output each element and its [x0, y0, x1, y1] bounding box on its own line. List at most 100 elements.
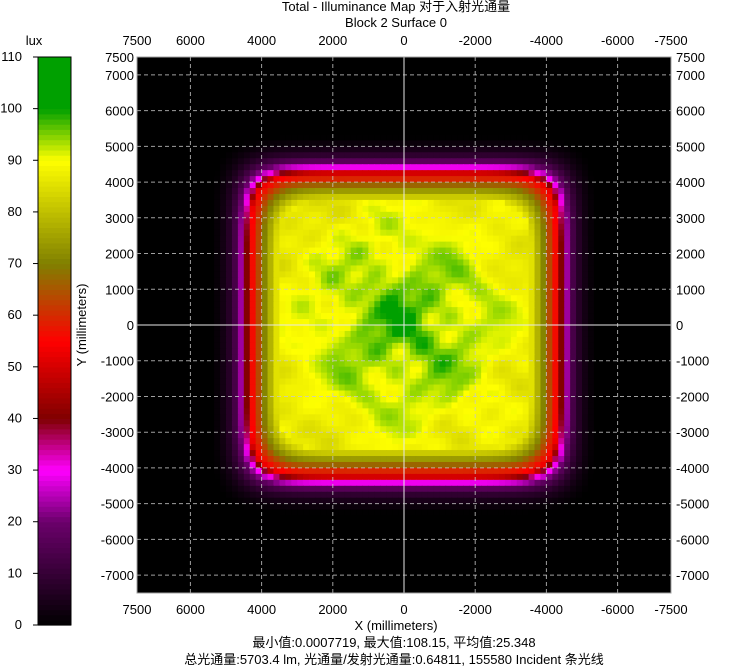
heatmap-cell	[415, 104, 423, 112]
heatmap-cell	[546, 170, 553, 177]
heatmap-cell	[249, 193, 257, 201]
heatmap-cell	[570, 170, 577, 177]
heatmap-cell	[267, 104, 275, 112]
heatmap-cell	[653, 259, 660, 267]
heatmap-cell	[184, 235, 191, 243]
heatmap-cell	[142, 295, 150, 302]
heatmap-cell	[564, 199, 571, 207]
heatmap-cell	[587, 259, 595, 267]
heatmap-cell	[267, 128, 275, 136]
heatmap-cell	[463, 176, 470, 183]
heatmap-cell	[528, 229, 536, 237]
heatmap-cell	[427, 342, 435, 350]
heatmap-cell	[261, 164, 269, 171]
heatmap-cell	[552, 336, 559, 344]
heatmap-cell	[326, 164, 334, 171]
heatmap-cell	[421, 342, 429, 350]
heatmap-cell	[540, 325, 547, 332]
heatmap-cell	[279, 247, 286, 255]
heatmap-cell	[273, 98, 280, 106]
heatmap-cell	[392, 366, 399, 374]
heatmap-cell	[445, 134, 453, 141]
heatmap-cell	[445, 80, 453, 88]
heatmap-cell	[647, 271, 654, 278]
heatmap-cell	[237, 360, 245, 368]
heatmap-cell	[510, 217, 518, 225]
heatmap-cell	[558, 241, 565, 249]
heatmap-cell	[196, 217, 203, 225]
heatmap-cell	[220, 307, 227, 314]
heatmap-cell	[552, 193, 559, 201]
heatmap-cell	[196, 68, 203, 76]
heatmap-cell	[208, 110, 215, 118]
heatmap-cell	[142, 57, 150, 64]
heatmap-cell	[528, 289, 536, 296]
heatmap-cell	[273, 211, 280, 219]
heatmap-cell	[338, 360, 346, 368]
heatmap-cell	[493, 62, 500, 70]
heatmap-cell	[362, 176, 369, 183]
colorbar-tick-label: 30	[8, 462, 22, 477]
colorbar-band	[38, 341, 71, 347]
heatmap-cell	[380, 80, 387, 88]
heatmap-cell	[546, 372, 553, 380]
heatmap-cell	[202, 62, 209, 70]
heatmap-cell	[653, 223, 660, 231]
heatmap-cell	[611, 372, 619, 380]
heatmap-cell	[498, 283, 506, 290]
heatmap-cell	[362, 188, 369, 195]
heatmap-cell	[255, 342, 263, 350]
heatmap-cell	[326, 283, 334, 290]
heatmap-cell	[415, 289, 423, 296]
heatmap-cell	[451, 199, 458, 207]
heatmap-cell	[421, 104, 429, 112]
colorbar-tick-label: 80	[8, 204, 22, 219]
heatmap-cell	[362, 134, 369, 141]
heatmap-cell	[469, 325, 476, 332]
heatmap-cell	[148, 348, 156, 356]
heatmap-cell	[623, 330, 631, 338]
heatmap-cell	[386, 366, 393, 374]
heatmap-cell	[647, 92, 654, 100]
heatmap-cell	[540, 313, 547, 320]
heatmap-cell	[344, 325, 352, 332]
heatmap-cell	[404, 74, 411, 82]
heatmap-cell	[166, 360, 174, 368]
heatmap-cell	[463, 152, 470, 159]
heatmap-cell	[570, 158, 577, 165]
heatmap-cell	[380, 372, 387, 380]
heatmap-cell	[285, 307, 292, 314]
heatmap-cell	[154, 217, 162, 225]
heatmap-cell	[587, 253, 595, 261]
heatmap-cell	[249, 140, 257, 147]
heatmap-cell	[332, 235, 340, 243]
heatmap-cell	[226, 80, 233, 88]
heatmap-cell	[427, 170, 435, 177]
heatmap-cell	[309, 319, 316, 326]
heatmap-cell	[237, 259, 245, 267]
heatmap-cell	[504, 104, 512, 112]
heatmap-cell	[368, 116, 375, 124]
heatmap-cell	[350, 235, 358, 243]
heatmap-cell	[356, 116, 364, 124]
heatmap-cell	[481, 289, 488, 296]
heatmap-cell	[593, 68, 601, 76]
heatmap-cell	[237, 229, 245, 237]
heatmap-cell	[309, 253, 316, 261]
heatmap-cell	[653, 342, 660, 350]
heatmap-cell	[463, 164, 470, 171]
heatmap-cell	[623, 122, 631, 130]
heatmap-cell	[570, 265, 577, 272]
heatmap-cell	[587, 247, 595, 255]
heatmap-cell	[463, 80, 470, 88]
heatmap-cell	[320, 176, 328, 183]
heatmap-cell	[534, 211, 542, 219]
heatmap-cell	[522, 319, 530, 326]
heatmap-cell	[593, 265, 601, 272]
heatmap-cell	[498, 86, 506, 94]
heatmap-cell	[404, 342, 411, 350]
heatmap-cell	[315, 104, 322, 112]
heatmap-cell	[528, 104, 536, 112]
heatmap-cell	[320, 307, 328, 314]
heatmap-cell	[285, 193, 292, 201]
